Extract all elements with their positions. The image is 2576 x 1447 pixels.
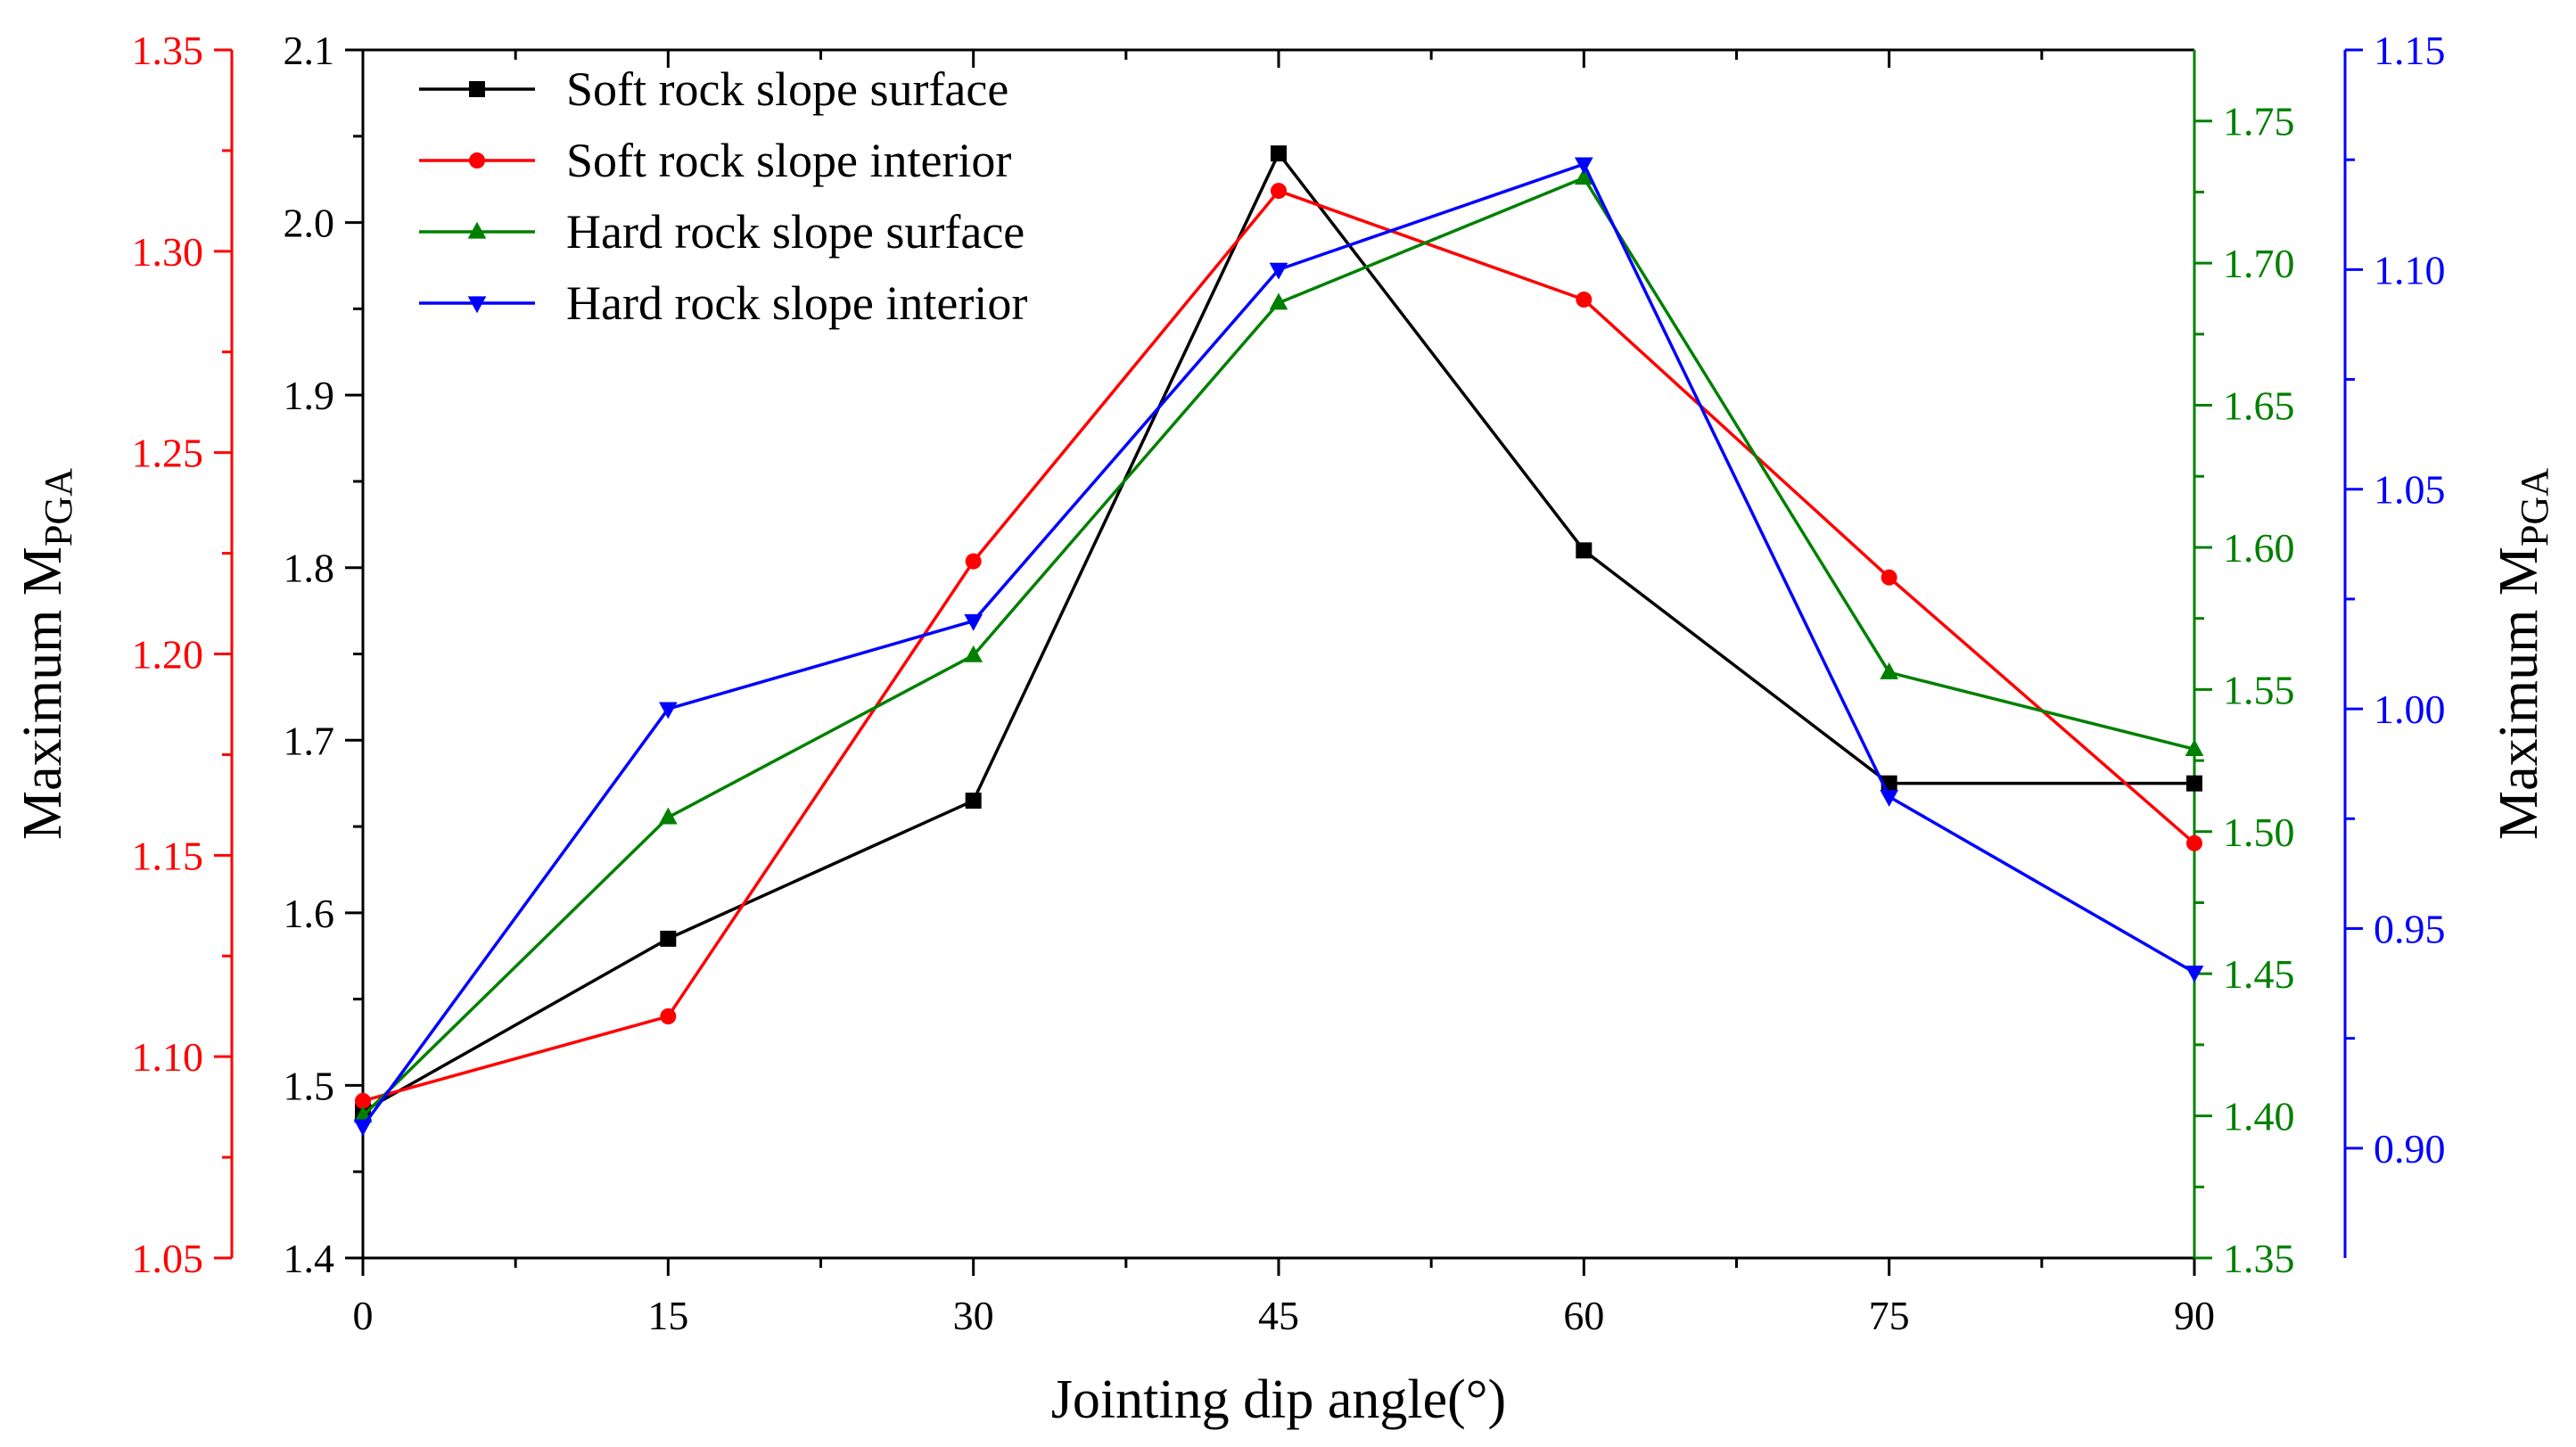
data-point bbox=[965, 793, 982, 810]
data-point bbox=[658, 702, 678, 719]
black-y-tick-label: 1.5 bbox=[284, 1063, 335, 1108]
red-y-axis-title: Maximum MPGA bbox=[12, 468, 80, 840]
data-point bbox=[964, 645, 983, 662]
green-y-tick-label: 1.50 bbox=[2223, 810, 2295, 855]
data-point bbox=[1576, 292, 1593, 308]
blue-y-tick-label: 0.95 bbox=[2374, 906, 2446, 951]
blue-y-tick-label: 1.10 bbox=[2374, 247, 2446, 292]
data-point bbox=[1881, 569, 1897, 586]
legend: Soft rock slope surface Soft rock slope i… bbox=[419, 62, 1027, 330]
axes-layer: 0 15 30 45 60 75 90 Jointing dip angle(°) 1.05 1.… bbox=[12, 28, 2556, 1430]
data-point bbox=[467, 221, 487, 239]
data-point bbox=[353, 1119, 373, 1137]
data-point bbox=[965, 553, 982, 570]
black-y-tick-label: 1.8 bbox=[284, 546, 335, 591]
data-point bbox=[1574, 157, 1593, 175]
data-point bbox=[1271, 183, 1287, 200]
green-y-tick-label: 1.75 bbox=[2223, 99, 2295, 144]
data-point bbox=[660, 1008, 677, 1024]
blue-y-axis-title: Maximum MPGA bbox=[2489, 468, 2556, 840]
black-y-tick-label: 1.4 bbox=[284, 1236, 335, 1281]
blue-y-tick-label: 0.90 bbox=[2374, 1126, 2446, 1172]
green-y-tick-label: 1.70 bbox=[2223, 241, 2295, 286]
legend-item: Hard rock slope interior bbox=[419, 276, 1027, 330]
x-tick-label: 60 bbox=[1563, 1293, 1604, 1338]
x-tick-label: 0 bbox=[353, 1293, 374, 1338]
x-tick-label: 45 bbox=[1258, 1293, 1299, 1338]
data-point bbox=[1880, 789, 1899, 807]
legend-item: Soft rock slope surface bbox=[419, 62, 1008, 116]
x-axis-title: Jointing dip angle(°) bbox=[1051, 1369, 1506, 1430]
data-point bbox=[2185, 966, 2204, 982]
series-hard-rock-slope-interior bbox=[353, 157, 2204, 1137]
data-point bbox=[469, 152, 485, 169]
legend-item: Soft rock slope interior bbox=[419, 134, 1011, 187]
series-soft-rock-slope-surface bbox=[355, 145, 2202, 1120]
red-y-tick-label: 1.10 bbox=[132, 1034, 204, 1080]
legend-label: Hard rock slope interior bbox=[566, 276, 1027, 330]
data-point bbox=[2186, 775, 2202, 792]
x-tick-label: 15 bbox=[647, 1293, 688, 1338]
green-y-tick-label: 1.65 bbox=[2223, 383, 2295, 429]
green-y-tick-label: 1.35 bbox=[2223, 1236, 2295, 1281]
series-layer bbox=[353, 145, 2204, 1137]
axis-title-subscript: PGA bbox=[2513, 468, 2556, 547]
black-y-tick-label: 1.7 bbox=[284, 718, 335, 763]
data-point bbox=[1269, 292, 1288, 310]
data-point bbox=[1269, 262, 1288, 280]
axis-title-main: Maximum M bbox=[12, 547, 73, 840]
legend-label: Hard rock slope surface bbox=[566, 205, 1025, 259]
axis-title-subscript: PGA bbox=[37, 468, 80, 547]
red-y-tick-label: 1.35 bbox=[132, 28, 204, 73]
red-y-tick-label: 1.25 bbox=[132, 431, 204, 476]
green-y-tick-label: 1.55 bbox=[2223, 667, 2295, 712]
data-point bbox=[2186, 834, 2202, 851]
black-y-tick-label: 2.0 bbox=[284, 201, 335, 246]
data-point bbox=[467, 296, 487, 314]
data-point bbox=[964, 613, 983, 631]
green-y-tick-label: 1.40 bbox=[2223, 1094, 2295, 1139]
red-y-tick-label: 1.05 bbox=[132, 1236, 204, 1281]
blue-y-tick-label: 1.05 bbox=[2374, 467, 2446, 513]
data-point bbox=[1576, 542, 1593, 559]
red-y-tick-label: 1.30 bbox=[132, 229, 204, 275]
data-point bbox=[2185, 739, 2204, 756]
black-y-tick-label: 1.6 bbox=[284, 891, 335, 936]
data-point bbox=[1271, 145, 1287, 162]
axis-title-main: Maximum M bbox=[2489, 547, 2549, 840]
green-y-tick-label: 1.45 bbox=[2223, 951, 2295, 997]
blue-y-tick-label: 1.15 bbox=[2374, 28, 2446, 73]
data-point bbox=[1574, 168, 1593, 185]
data-point bbox=[660, 930, 677, 947]
x-tick-label: 75 bbox=[1869, 1293, 1910, 1338]
data-point bbox=[1880, 662, 1899, 679]
data-point bbox=[469, 81, 485, 97]
green-y-tick-label: 1.60 bbox=[2223, 525, 2295, 571]
x-tick-label: 90 bbox=[2174, 1293, 2215, 1338]
legend-label: Soft rock slope surface bbox=[566, 62, 1008, 116]
black-y-tick-label: 1.9 bbox=[284, 373, 335, 418]
data-point bbox=[355, 1092, 371, 1109]
legend-label: Soft rock slope interior bbox=[566, 134, 1011, 187]
red-y-tick-label: 1.20 bbox=[132, 632, 204, 678]
black-y-tick-label: 2.1 bbox=[284, 28, 335, 73]
legend-item: Hard rock slope surface bbox=[419, 205, 1025, 259]
blue-y-tick-label: 1.00 bbox=[2374, 687, 2446, 732]
series-soft-rock-slope-interior bbox=[355, 183, 2202, 1109]
x-tick-label: 30 bbox=[953, 1293, 994, 1338]
red-y-tick-label: 1.15 bbox=[132, 833, 204, 878]
data-point bbox=[658, 807, 678, 825]
